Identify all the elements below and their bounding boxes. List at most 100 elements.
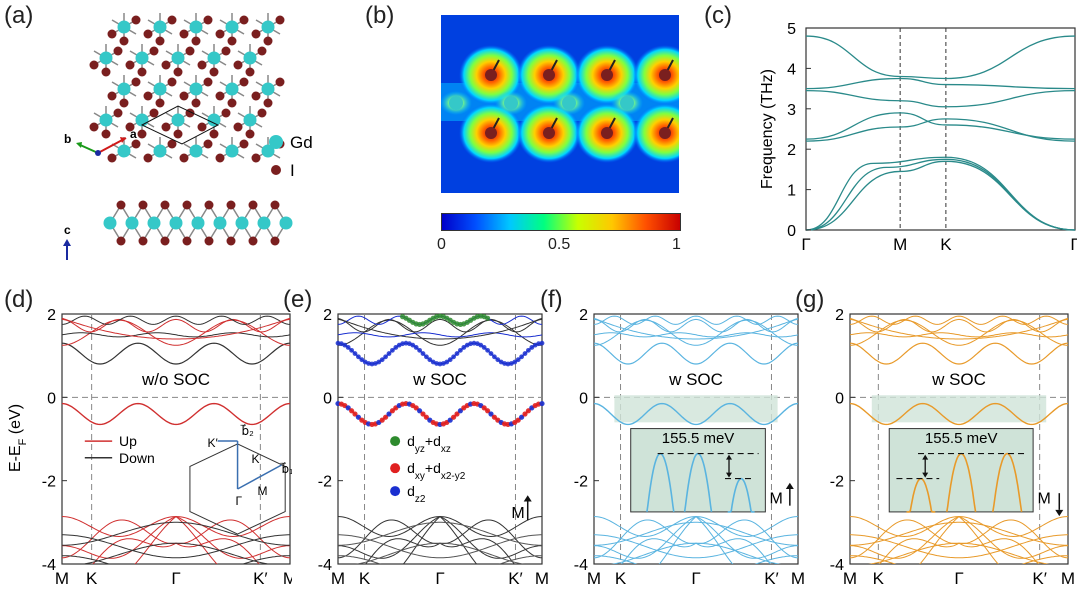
orbital-weight-dot bbox=[447, 357, 453, 363]
deep-valence-band bbox=[338, 534, 542, 559]
iodine-atom bbox=[107, 91, 117, 101]
legend-dxy-label: dxy+dx2-y2 bbox=[407, 460, 466, 482]
gd-atom bbox=[189, 20, 203, 34]
y-tick-label: 2 bbox=[47, 307, 56, 324]
iodine-atom bbox=[101, 129, 111, 139]
deep-valence-band bbox=[594, 521, 798, 546]
iodine-atom bbox=[143, 153, 153, 163]
y-tick-label: -4 bbox=[42, 557, 56, 574]
iodine-atom bbox=[485, 69, 497, 81]
gd-atom bbox=[171, 113, 185, 127]
iodine-atom bbox=[215, 29, 225, 39]
inset-band bbox=[992, 452, 1023, 513]
orbital-weight-dot bbox=[393, 345, 399, 350]
iodine-atom bbox=[185, 46, 195, 56]
gd-atom bbox=[117, 20, 131, 34]
iodine-atom bbox=[173, 129, 183, 139]
inset-band bbox=[727, 477, 755, 513]
iodine-atom bbox=[209, 129, 219, 139]
iodine-atom bbox=[659, 69, 671, 81]
orbital-weight-dot bbox=[444, 359, 450, 365]
orbital-weight-dot bbox=[525, 408, 531, 414]
orbital-weight-dot bbox=[481, 405, 487, 411]
x-tick-label: K bbox=[940, 235, 952, 254]
x-tick-label: M bbox=[55, 569, 69, 588]
x-tick-label: K bbox=[86, 569, 98, 588]
iodine-atom bbox=[239, 139, 249, 149]
iodine-atom bbox=[191, 36, 201, 46]
magnetization-label: M bbox=[769, 491, 782, 508]
iodine-atom bbox=[179, 91, 189, 101]
gd-atom bbox=[135, 51, 149, 65]
bz-m-label: M bbox=[258, 484, 268, 498]
iodine-atom bbox=[203, 77, 213, 87]
deep-valence-band bbox=[850, 521, 1068, 546]
colorbar-tick-mid: 0.5 bbox=[548, 236, 571, 253]
legend-up-label: Up bbox=[119, 433, 137, 449]
gd-atom bbox=[620, 96, 634, 110]
iodine-atom bbox=[245, 129, 255, 139]
orbital-weight-dot bbox=[376, 359, 382, 365]
orbital-weight-dot bbox=[519, 414, 525, 420]
orbital-weight-dot bbox=[417, 408, 423, 414]
panel-g-label: (g) bbox=[795, 286, 825, 313]
magnetization-arrowhead bbox=[1055, 509, 1064, 517]
orbital-weight-dot bbox=[515, 417, 521, 423]
iodine-atom bbox=[197, 122, 207, 132]
conduction-band bbox=[338, 332, 542, 338]
y-axis-label: E-EF (eV) bbox=[7, 404, 29, 472]
phonon-branch bbox=[805, 156, 1076, 231]
deep-valence-band bbox=[868, 542, 1050, 564]
iodine-atom bbox=[233, 122, 243, 132]
magnetization-label: M bbox=[511, 505, 524, 522]
honeycomb-lattice-top-view bbox=[89, 13, 285, 163]
iodine-atom bbox=[203, 139, 213, 149]
conduction-band bbox=[338, 342, 542, 365]
iodine-atom bbox=[248, 200, 258, 210]
gap-arrowhead-top bbox=[922, 454, 929, 460]
y-tick-label: 0 bbox=[579, 390, 588, 407]
iodine-atom bbox=[659, 127, 671, 139]
y-tick-label: 3 bbox=[787, 102, 796, 119]
gd-atom bbox=[235, 216, 249, 230]
bz-k1-label: K′ bbox=[208, 436, 219, 450]
gd-atom bbox=[449, 96, 463, 110]
x-tick-label: Γ bbox=[171, 569, 180, 588]
gd-atom bbox=[103, 216, 117, 230]
gap-arrowhead-bottom bbox=[922, 472, 929, 478]
iodine-atom bbox=[601, 127, 613, 139]
x-tick-label: Γ bbox=[691, 569, 700, 588]
phonon-branch bbox=[805, 77, 1076, 90]
gd-atom bbox=[125, 216, 139, 230]
orbital-weight-dot bbox=[512, 359, 518, 365]
gd-atom bbox=[153, 20, 167, 34]
y-axis-label: Frequency (THz) bbox=[759, 69, 776, 189]
conduction-band bbox=[62, 318, 290, 333]
iodine-atom bbox=[263, 36, 273, 46]
legend-down-label: Down bbox=[119, 450, 155, 466]
phonon-branch bbox=[805, 158, 1076, 231]
bz-k2-label: K bbox=[252, 452, 260, 466]
iodine-atom bbox=[138, 200, 148, 210]
orbital-weight-dot bbox=[345, 345, 351, 350]
iodine-atom bbox=[125, 122, 135, 132]
colorbar-tick-1: 1 bbox=[672, 236, 681, 253]
orbital-weight-dot bbox=[379, 417, 385, 423]
x-tick-label: K bbox=[615, 569, 627, 588]
y-tick-label: 0 bbox=[835, 390, 844, 407]
iodine-atom bbox=[226, 200, 236, 210]
y-tick-label: -4 bbox=[574, 557, 588, 574]
density-map bbox=[440, 15, 697, 193]
gd-atom bbox=[99, 113, 113, 127]
orbital-weight-dot bbox=[410, 342, 416, 348]
iodine-atom bbox=[275, 77, 285, 87]
conduction-band bbox=[850, 318, 1068, 333]
conduction-band bbox=[338, 317, 542, 340]
iodine-atom bbox=[167, 139, 177, 149]
iodine-atom bbox=[119, 98, 129, 108]
iodine-atom bbox=[209, 67, 219, 77]
iodine-atom bbox=[155, 36, 165, 46]
orbital-weight-dot bbox=[352, 351, 358, 356]
